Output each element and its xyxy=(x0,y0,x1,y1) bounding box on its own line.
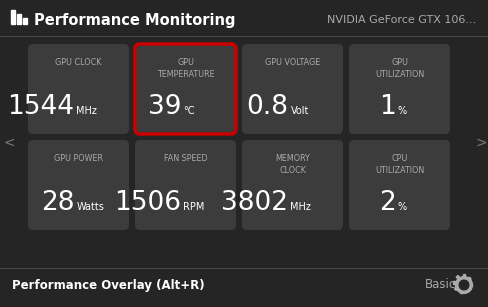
Circle shape xyxy=(460,282,467,289)
Text: FAN SPEED: FAN SPEED xyxy=(163,154,207,163)
FancyBboxPatch shape xyxy=(135,44,236,134)
Text: CPU
UTILIZATION: CPU UTILIZATION xyxy=(374,154,423,175)
Text: Watts: Watts xyxy=(76,202,104,212)
Text: 1544: 1544 xyxy=(7,94,74,120)
FancyBboxPatch shape xyxy=(135,140,236,230)
Text: Performance Monitoring: Performance Monitoring xyxy=(34,13,235,28)
Text: %: % xyxy=(397,202,406,212)
Text: RPM: RPM xyxy=(183,202,204,212)
Bar xyxy=(455,275,459,279)
Text: GPU
UTILIZATION: GPU UTILIZATION xyxy=(374,58,423,79)
Text: 28: 28 xyxy=(41,190,74,216)
Bar xyxy=(23,18,27,24)
Circle shape xyxy=(458,279,468,290)
Text: GPU CLOCK: GPU CLOCK xyxy=(55,58,102,67)
Text: MHz: MHz xyxy=(290,202,311,212)
Text: GPU VOLTAGE: GPU VOLTAGE xyxy=(264,58,320,67)
FancyBboxPatch shape xyxy=(242,140,342,230)
Text: 1506: 1506 xyxy=(114,190,181,216)
Text: °C: °C xyxy=(183,106,195,116)
Text: MEMORY
CLOCK: MEMORY CLOCK xyxy=(274,154,309,175)
Text: 2: 2 xyxy=(378,190,395,216)
FancyBboxPatch shape xyxy=(348,44,449,134)
Bar xyxy=(11,10,15,24)
Bar xyxy=(453,287,457,290)
Text: Basic: Basic xyxy=(424,278,455,292)
Text: Performance Overlay (Alt+R): Performance Overlay (Alt+R) xyxy=(12,278,204,292)
Text: 0.8: 0.8 xyxy=(246,94,288,120)
Text: %: % xyxy=(397,106,406,116)
Text: Volt: Volt xyxy=(290,106,308,116)
Bar xyxy=(467,277,470,281)
Text: MHz: MHz xyxy=(76,106,97,116)
FancyBboxPatch shape xyxy=(28,44,129,134)
Bar xyxy=(465,289,468,292)
Text: GPU POWER: GPU POWER xyxy=(54,154,103,163)
Text: 3802: 3802 xyxy=(221,190,288,216)
Text: 39: 39 xyxy=(148,94,181,120)
Text: GPU
TEMPERATURE: GPU TEMPERATURE xyxy=(156,58,214,79)
FancyBboxPatch shape xyxy=(242,44,342,134)
Bar xyxy=(17,14,21,24)
FancyBboxPatch shape xyxy=(28,140,129,230)
Bar xyxy=(460,291,462,293)
Text: NVIDIA GeForce GTX 106...: NVIDIA GeForce GTX 106... xyxy=(326,15,475,25)
Bar xyxy=(462,274,464,277)
Circle shape xyxy=(461,283,465,287)
Bar xyxy=(469,284,471,286)
Text: 1: 1 xyxy=(378,94,395,120)
Bar xyxy=(452,282,455,284)
Text: <: < xyxy=(3,136,15,150)
Text: >: > xyxy=(474,136,486,150)
FancyBboxPatch shape xyxy=(348,140,449,230)
